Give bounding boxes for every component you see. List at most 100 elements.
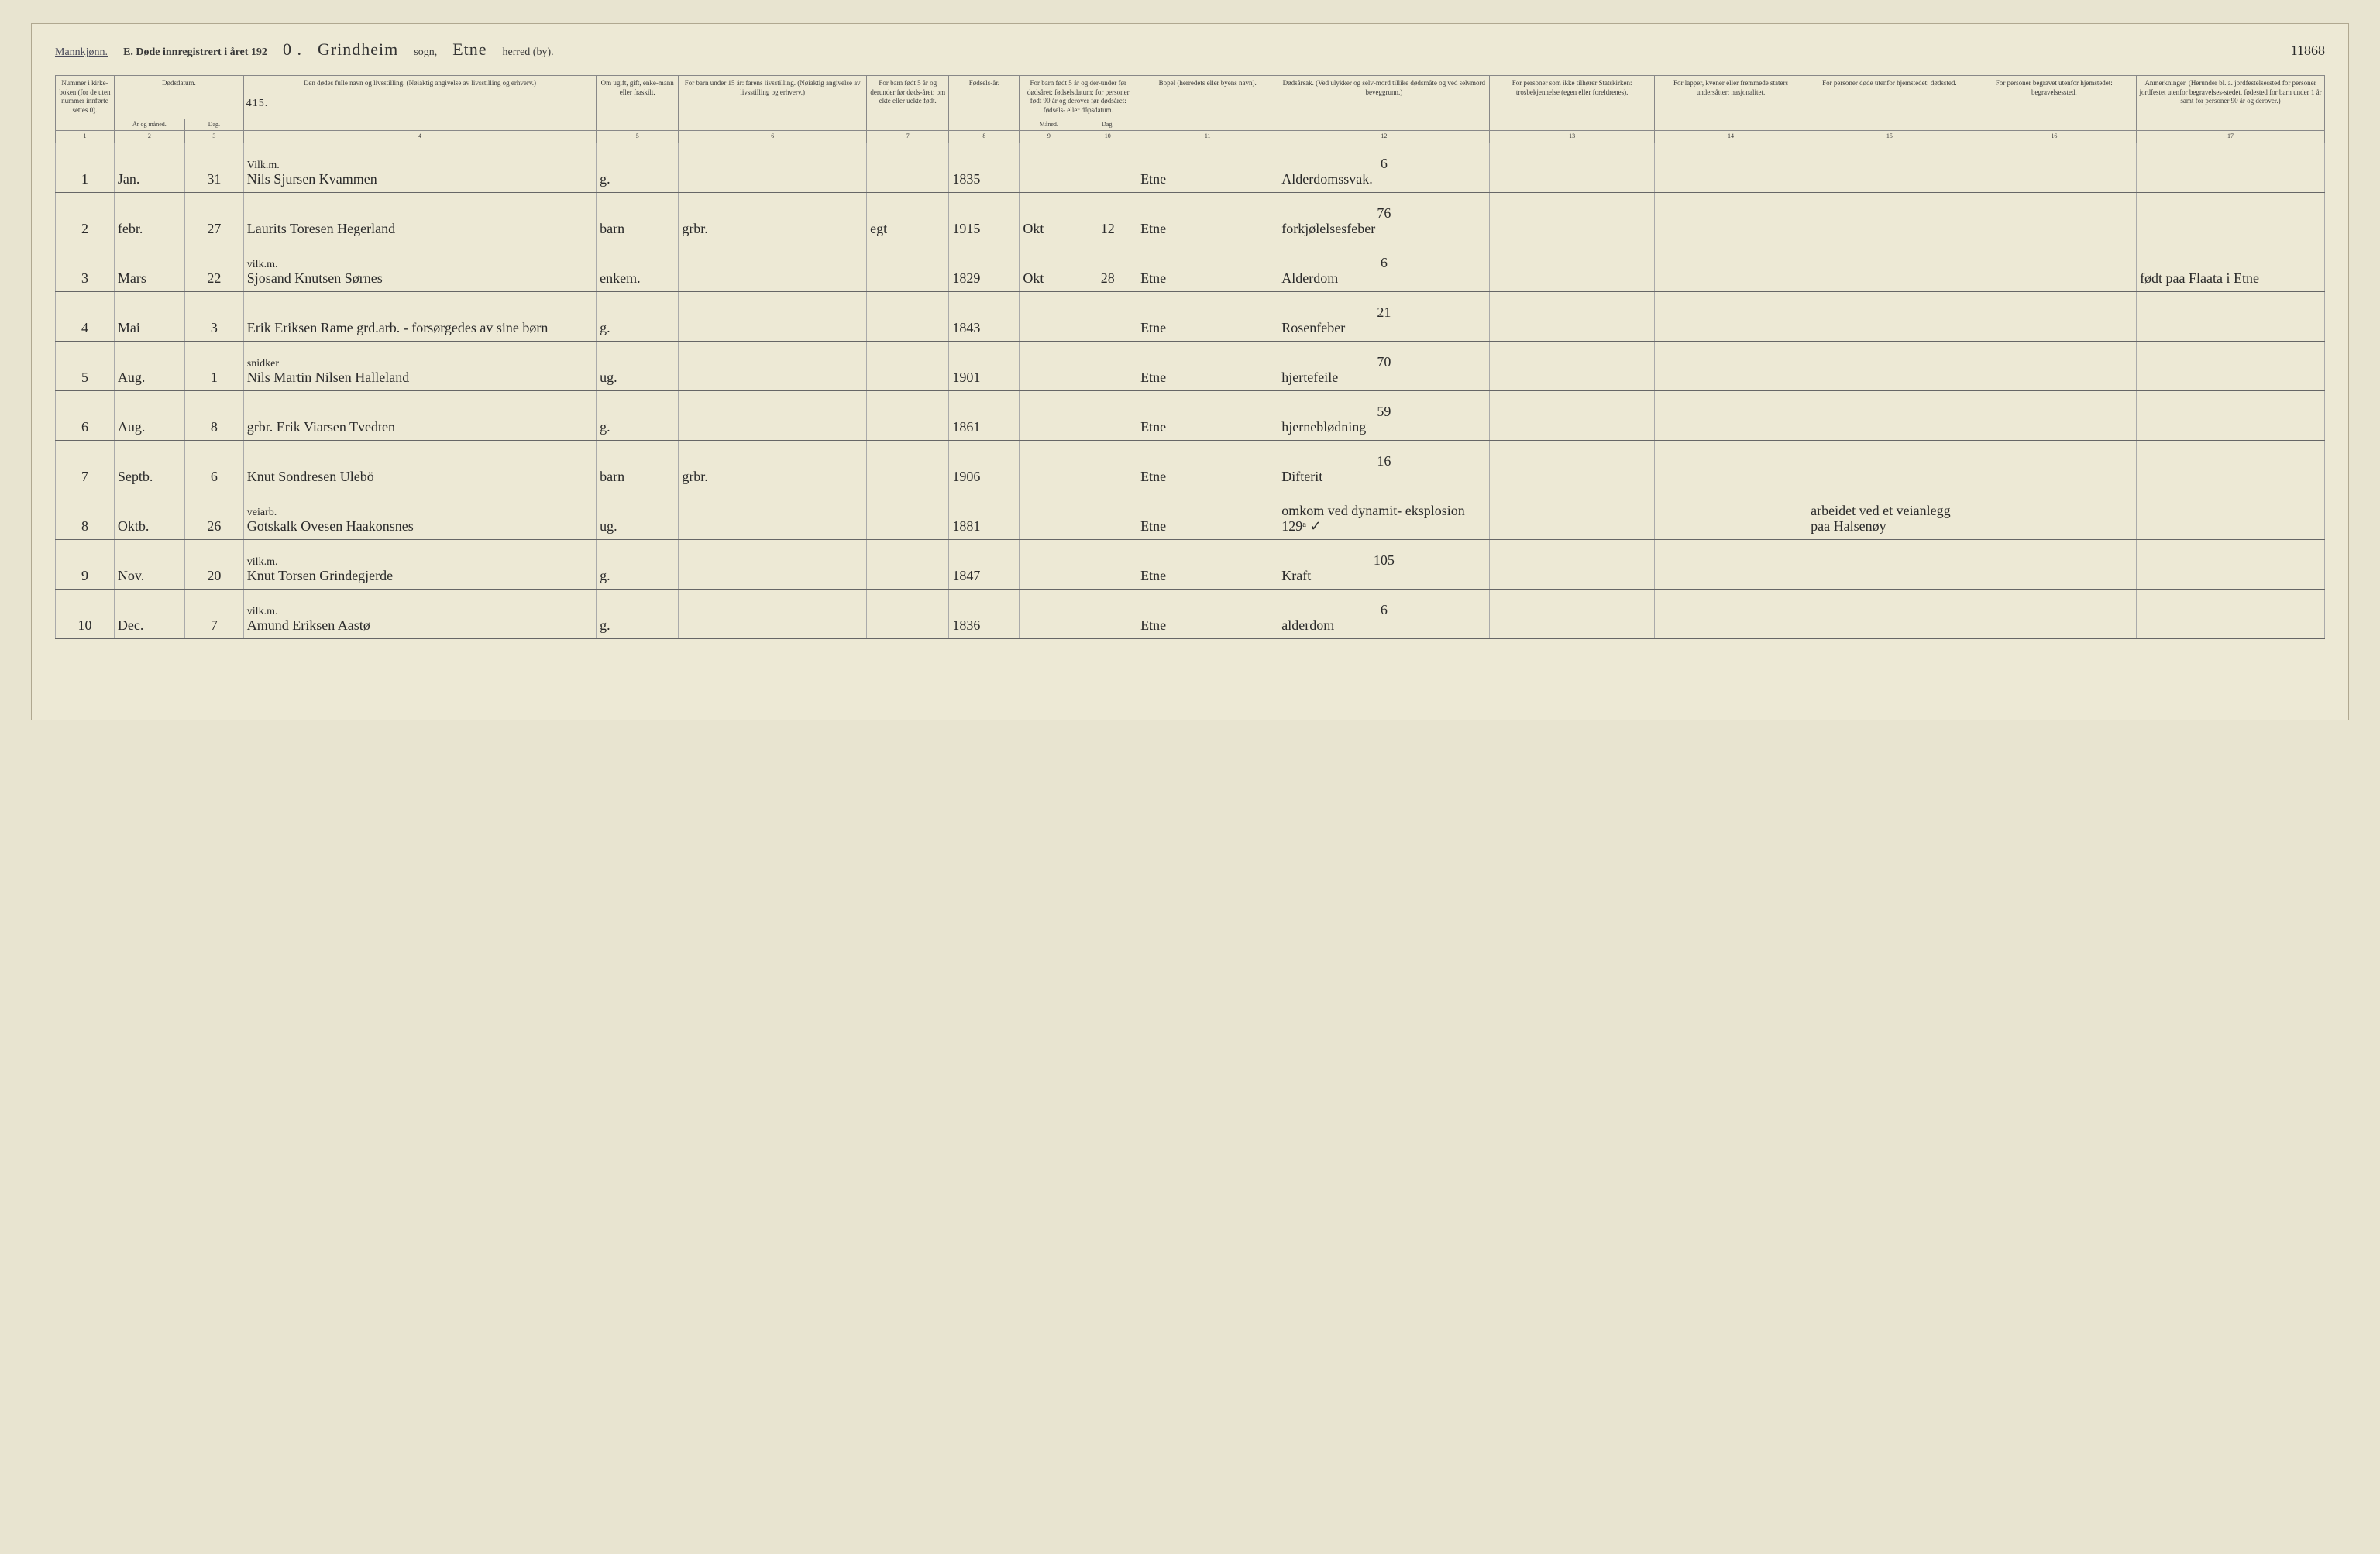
cell-bopel: Etne — [1137, 440, 1278, 490]
col-header: Nummer i kirke-boken (for de uten nummer… — [56, 76, 115, 131]
cell-number: 8 — [56, 490, 115, 539]
cell-bopel: Etne — [1137, 490, 1278, 539]
cell-father — [679, 390, 867, 440]
cell-religion — [1490, 539, 1654, 589]
cell-status: g. — [597, 589, 679, 638]
cell-father — [679, 143, 867, 192]
cell-father: grbr. — [679, 192, 867, 242]
cell-bopel: Etne — [1137, 589, 1278, 638]
cell-remarks — [2137, 539, 2325, 589]
cell-status: ug. — [597, 341, 679, 390]
cell-birthyear: 1829 — [949, 242, 1020, 291]
year-suffix: 0 . — [283, 40, 302, 60]
cell-bopel: Etne — [1137, 143, 1278, 192]
cell-name: vilk.m.Knut Torsen Grindegjerde — [243, 539, 596, 589]
table-row: 6Aug.8grbr. Erik Viarsen Tvedteng.1861Et… — [56, 390, 2325, 440]
cell-nationality — [1654, 291, 1807, 341]
col-header: For barn under 15 år: farens livsstillin… — [679, 76, 867, 131]
cell-status: barn — [597, 192, 679, 242]
cell-burialplace — [1972, 143, 2136, 192]
cell-birthday — [1078, 539, 1137, 589]
cell-burialplace — [1972, 242, 2136, 291]
cell-day: 31 — [184, 143, 243, 192]
cell-birthday: 28 — [1078, 242, 1137, 291]
cell-remarks — [2137, 589, 2325, 638]
cell-bopel: Etne — [1137, 242, 1278, 291]
table-row: 7Septb.6Knut Sondresen Uleböbarngrbr.190… — [56, 440, 2325, 490]
cell-remarks — [2137, 490, 2325, 539]
col-number: 8 — [949, 131, 1020, 143]
col-header: Anmerkninger. (Herunder bl. a. jordfeste… — [2137, 76, 2325, 131]
cell-father — [679, 490, 867, 539]
col-header-text: Den dødes fulle navn og livsstilling. (N… — [304, 79, 536, 87]
cell-status: g. — [597, 143, 679, 192]
cell-day: 7 — [184, 589, 243, 638]
cell-deathplace — [1807, 192, 1972, 242]
cell-religion — [1490, 291, 1654, 341]
col-header: Den dødes fulle navn og livsstilling. (N… — [243, 76, 596, 131]
col-subheader: År og måned. — [114, 119, 184, 130]
cell-birthyear: 1835 — [949, 143, 1020, 192]
cell-religion — [1490, 490, 1654, 539]
cell-burialplace — [1972, 440, 2136, 490]
cell-birthmonth: Okt — [1020, 242, 1078, 291]
cell-father: grbr. — [679, 440, 867, 490]
cell-deathplace — [1807, 440, 1972, 490]
col-number: 3 — [184, 131, 243, 143]
cell-number: 4 — [56, 291, 115, 341]
cell-remarks — [2137, 390, 2325, 440]
cell-birthday: 12 — [1078, 192, 1137, 242]
table-row: 1Jan.31Vilk.m.Nils Sjursen Kvammeng.1835… — [56, 143, 2325, 192]
cell-status: barn — [597, 440, 679, 490]
cell-birthday — [1078, 390, 1137, 440]
cell-bopel: Etne — [1137, 539, 1278, 589]
cell-bopel: Etne — [1137, 291, 1278, 341]
cell-status: g. — [597, 539, 679, 589]
table-row: 10Dec.7vilk.m.Amund Eriksen Aastøg.1836E… — [56, 589, 2325, 638]
col-number: 14 — [1654, 131, 1807, 143]
cell-name: Erik Eriksen Rame grd.arb. - forsørgedes… — [243, 291, 596, 341]
cell-ekte — [867, 143, 949, 192]
cell-nationality — [1654, 242, 1807, 291]
cell-cause: 70hjertefeile — [1278, 341, 1490, 390]
cell-day: 1 — [184, 341, 243, 390]
cell-ekte — [867, 341, 949, 390]
cell-name: vilk.m.Amund Eriksen Aastø — [243, 589, 596, 638]
table-row: 4Mai3Erik Eriksen Rame grd.arb. - forsør… — [56, 291, 2325, 341]
cell-deathplace — [1807, 291, 1972, 341]
cell-deathplace — [1807, 143, 1972, 192]
cell-bopel: Etne — [1137, 192, 1278, 242]
cell-nationality — [1654, 539, 1807, 589]
cell-number: 7 — [56, 440, 115, 490]
cell-birthmonth — [1020, 291, 1078, 341]
col-number: 1 — [56, 131, 115, 143]
col-number: 9 — [1020, 131, 1078, 143]
cell-month: Mai — [114, 291, 184, 341]
table-row: 9Nov.20vilk.m.Knut Torsen Grindegjerdeg.… — [56, 539, 2325, 589]
cell-day: 27 — [184, 192, 243, 242]
cell-burialplace — [1972, 539, 2136, 589]
col-number: 7 — [867, 131, 949, 143]
cell-father — [679, 341, 867, 390]
table-row: 2febr.27Laurits Toresen Hegerlandbarngrb… — [56, 192, 2325, 242]
cell-cause: 59hjerneblødning — [1278, 390, 1490, 440]
cell-birthyear: 1901 — [949, 341, 1020, 390]
cell-number: 1 — [56, 143, 115, 192]
col-number: 15 — [1807, 131, 1972, 143]
cell-religion — [1490, 341, 1654, 390]
district-name: Etne — [452, 40, 487, 60]
cell-remarks — [2137, 440, 2325, 490]
cell-birthyear: 1906 — [949, 440, 1020, 490]
cell-day: 26 — [184, 490, 243, 539]
cell-religion — [1490, 242, 1654, 291]
parish-name: Grindheim — [318, 40, 398, 60]
col-header: Fødsels-år. — [949, 76, 1020, 131]
col-header: For lapper, kvener eller fremmede stater… — [1654, 76, 1807, 131]
cell-status: g. — [597, 390, 679, 440]
cell-ekte — [867, 490, 949, 539]
cell-deathplace: arbeidet ved et veianlegg paa Halsenøy — [1807, 490, 1972, 539]
cell-number: 5 — [56, 341, 115, 390]
cell-remarks — [2137, 341, 2325, 390]
cell-burialplace — [1972, 490, 2136, 539]
cell-day: 8 — [184, 390, 243, 440]
